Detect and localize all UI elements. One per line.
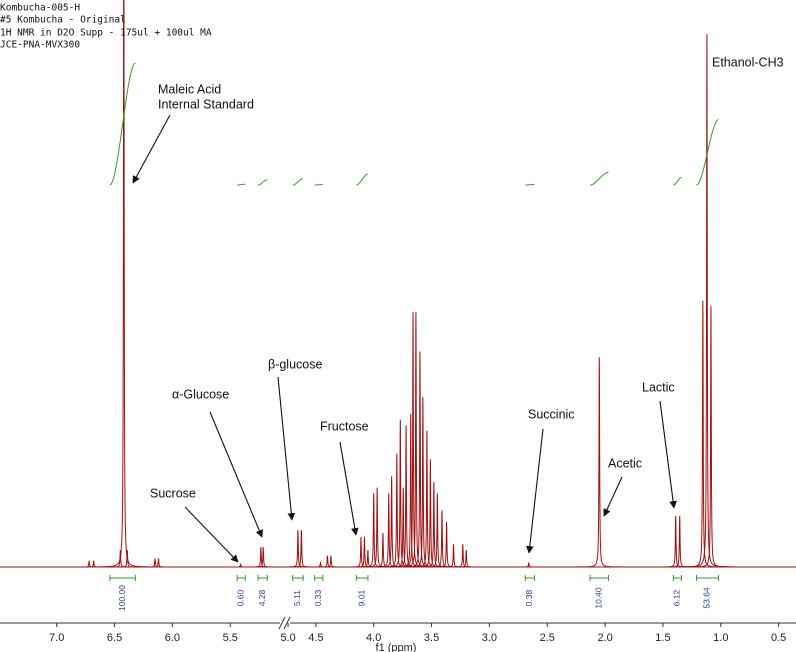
peak bbox=[272, 530, 323, 568]
annotation: Succinic bbox=[528, 407, 575, 421]
header-line: Kombucha-005-H bbox=[0, 3, 80, 14]
integral-bracket bbox=[292, 575, 304, 581]
header-line: 1H NMR in D2O Supp - 175ul + 100ul MA bbox=[0, 28, 212, 39]
integral-bracket bbox=[236, 575, 246, 581]
peak bbox=[342, 549, 393, 568]
annotation: α-Glucose bbox=[172, 387, 229, 401]
x-tick-label: 3.5 bbox=[424, 632, 439, 644]
axis-break-gap bbox=[280, 617, 290, 629]
peak bbox=[654, 515, 705, 568]
header-line: #5 Kombucha - Original bbox=[0, 15, 126, 26]
x-tick-label: 5.0 bbox=[280, 632, 295, 644]
x-tick-label: 2.5 bbox=[540, 632, 555, 644]
annotation: Acetic bbox=[608, 456, 642, 470]
peak bbox=[102, 549, 153, 568]
integral-label: 10.40 bbox=[594, 587, 604, 609]
peak bbox=[276, 530, 327, 568]
x-tick-label: 3.0 bbox=[482, 632, 497, 644]
peak bbox=[130, 558, 181, 568]
peak bbox=[650, 515, 701, 568]
x-tick-label: 1.5 bbox=[655, 632, 670, 644]
peak bbox=[681, 34, 732, 568]
integral-bracket bbox=[696, 575, 719, 581]
integral-curve bbox=[673, 177, 682, 186]
integral-label: 9.01 bbox=[356, 589, 366, 606]
peak bbox=[305, 555, 356, 568]
peak bbox=[238, 547, 289, 568]
integral-label: 0.60 bbox=[235, 589, 245, 606]
integral-bracket bbox=[524, 575, 536, 581]
integral-curve bbox=[696, 119, 719, 186]
integral-bracket bbox=[314, 575, 324, 581]
x-tick-label: 5.5 bbox=[223, 632, 238, 644]
arrow bbox=[525, 428, 544, 554]
integrals: 100.00 0.60 4.28 5.11 0.33 9.01 0.38 10.40 6.12 5… bbox=[109, 62, 719, 611]
peak bbox=[352, 487, 403, 568]
annotation: Fructose bbox=[320, 419, 369, 433]
integral-curve bbox=[257, 179, 268, 186]
peak bbox=[302, 555, 353, 568]
peak bbox=[685, 306, 736, 568]
annotation: Lactic bbox=[642, 380, 675, 394]
x-tick-label: 4.5 bbox=[308, 632, 323, 644]
arrow bbox=[132, 114, 171, 184]
integral-curve bbox=[590, 171, 609, 186]
x-tick-label: 1.0 bbox=[713, 632, 728, 644]
x-tick-label: 4.0 bbox=[366, 632, 381, 644]
arrow bbox=[603, 476, 623, 517]
integral-bracket bbox=[589, 575, 610, 581]
integral-bracket bbox=[672, 575, 682, 581]
annotation: β-glucose bbox=[268, 357, 322, 371]
x-tick-label: 2.0 bbox=[597, 632, 612, 644]
annotation: Sucrose bbox=[150, 486, 196, 500]
x-tick-label: 6.5 bbox=[107, 632, 122, 644]
arrow bbox=[209, 411, 263, 538]
arrow bbox=[659, 400, 677, 509]
peak bbox=[503, 561, 554, 568]
integral-curve bbox=[292, 178, 304, 186]
arrow bbox=[277, 376, 296, 521]
integral-label: 4.28 bbox=[257, 589, 267, 606]
integral-bracket bbox=[109, 575, 136, 581]
integral-curve bbox=[237, 183, 246, 186]
annotation: Maleic Acid bbox=[158, 82, 221, 96]
arrow bbox=[339, 441, 359, 536]
header-line: JCE-PNA-MVX300 bbox=[0, 40, 80, 51]
integral-bracket bbox=[257, 575, 268, 581]
x-tick-label: 0.5 bbox=[771, 632, 786, 644]
integral-bracket bbox=[355, 575, 369, 581]
integral-curve bbox=[109, 62, 136, 186]
x-tick-label: 6.0 bbox=[165, 632, 180, 644]
axis-break bbox=[278, 616, 286, 630]
peak bbox=[133, 558, 184, 568]
annotation: Ethanol-CH3 bbox=[712, 55, 784, 69]
x-tick-label: 7.0 bbox=[49, 632, 64, 644]
x-axis-label: f1 (ppm) bbox=[376, 642, 417, 652]
integral-label: 6.12 bbox=[672, 589, 682, 606]
integral-label: 53.64 bbox=[702, 587, 712, 609]
peak bbox=[98, 0, 149, 568]
annotation: Internal Standard bbox=[158, 97, 254, 111]
peak bbox=[574, 357, 625, 568]
peak bbox=[235, 547, 286, 568]
peak bbox=[441, 549, 492, 568]
spectrum bbox=[0, 0, 796, 568]
arrow bbox=[184, 506, 239, 563]
axis-break bbox=[283, 616, 291, 630]
peak bbox=[677, 300, 728, 568]
integral-label: 0.33 bbox=[313, 589, 323, 606]
integral-curve bbox=[356, 173, 368, 186]
integral-label: 5.11 bbox=[292, 590, 302, 606]
integral-label: 0.38 bbox=[524, 589, 534, 606]
integral-label: 100.00 bbox=[117, 585, 127, 611]
